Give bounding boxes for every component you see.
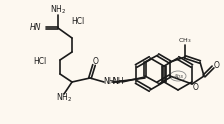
Text: HCl: HCl xyxy=(33,58,47,66)
Text: O: O xyxy=(214,61,220,69)
Text: NH: NH xyxy=(103,78,115,87)
Text: NH: NH xyxy=(112,78,124,87)
Text: NH$_2$: NH$_2$ xyxy=(56,92,72,104)
Text: Abs: Abs xyxy=(173,74,183,78)
Text: CH$_3$: CH$_3$ xyxy=(178,37,192,46)
Text: HCl: HCl xyxy=(71,17,85,27)
Text: O: O xyxy=(193,83,199,93)
Text: NH$_2$: NH$_2$ xyxy=(50,4,66,16)
Text: O: O xyxy=(93,58,99,66)
Text: HN: HN xyxy=(30,24,42,32)
